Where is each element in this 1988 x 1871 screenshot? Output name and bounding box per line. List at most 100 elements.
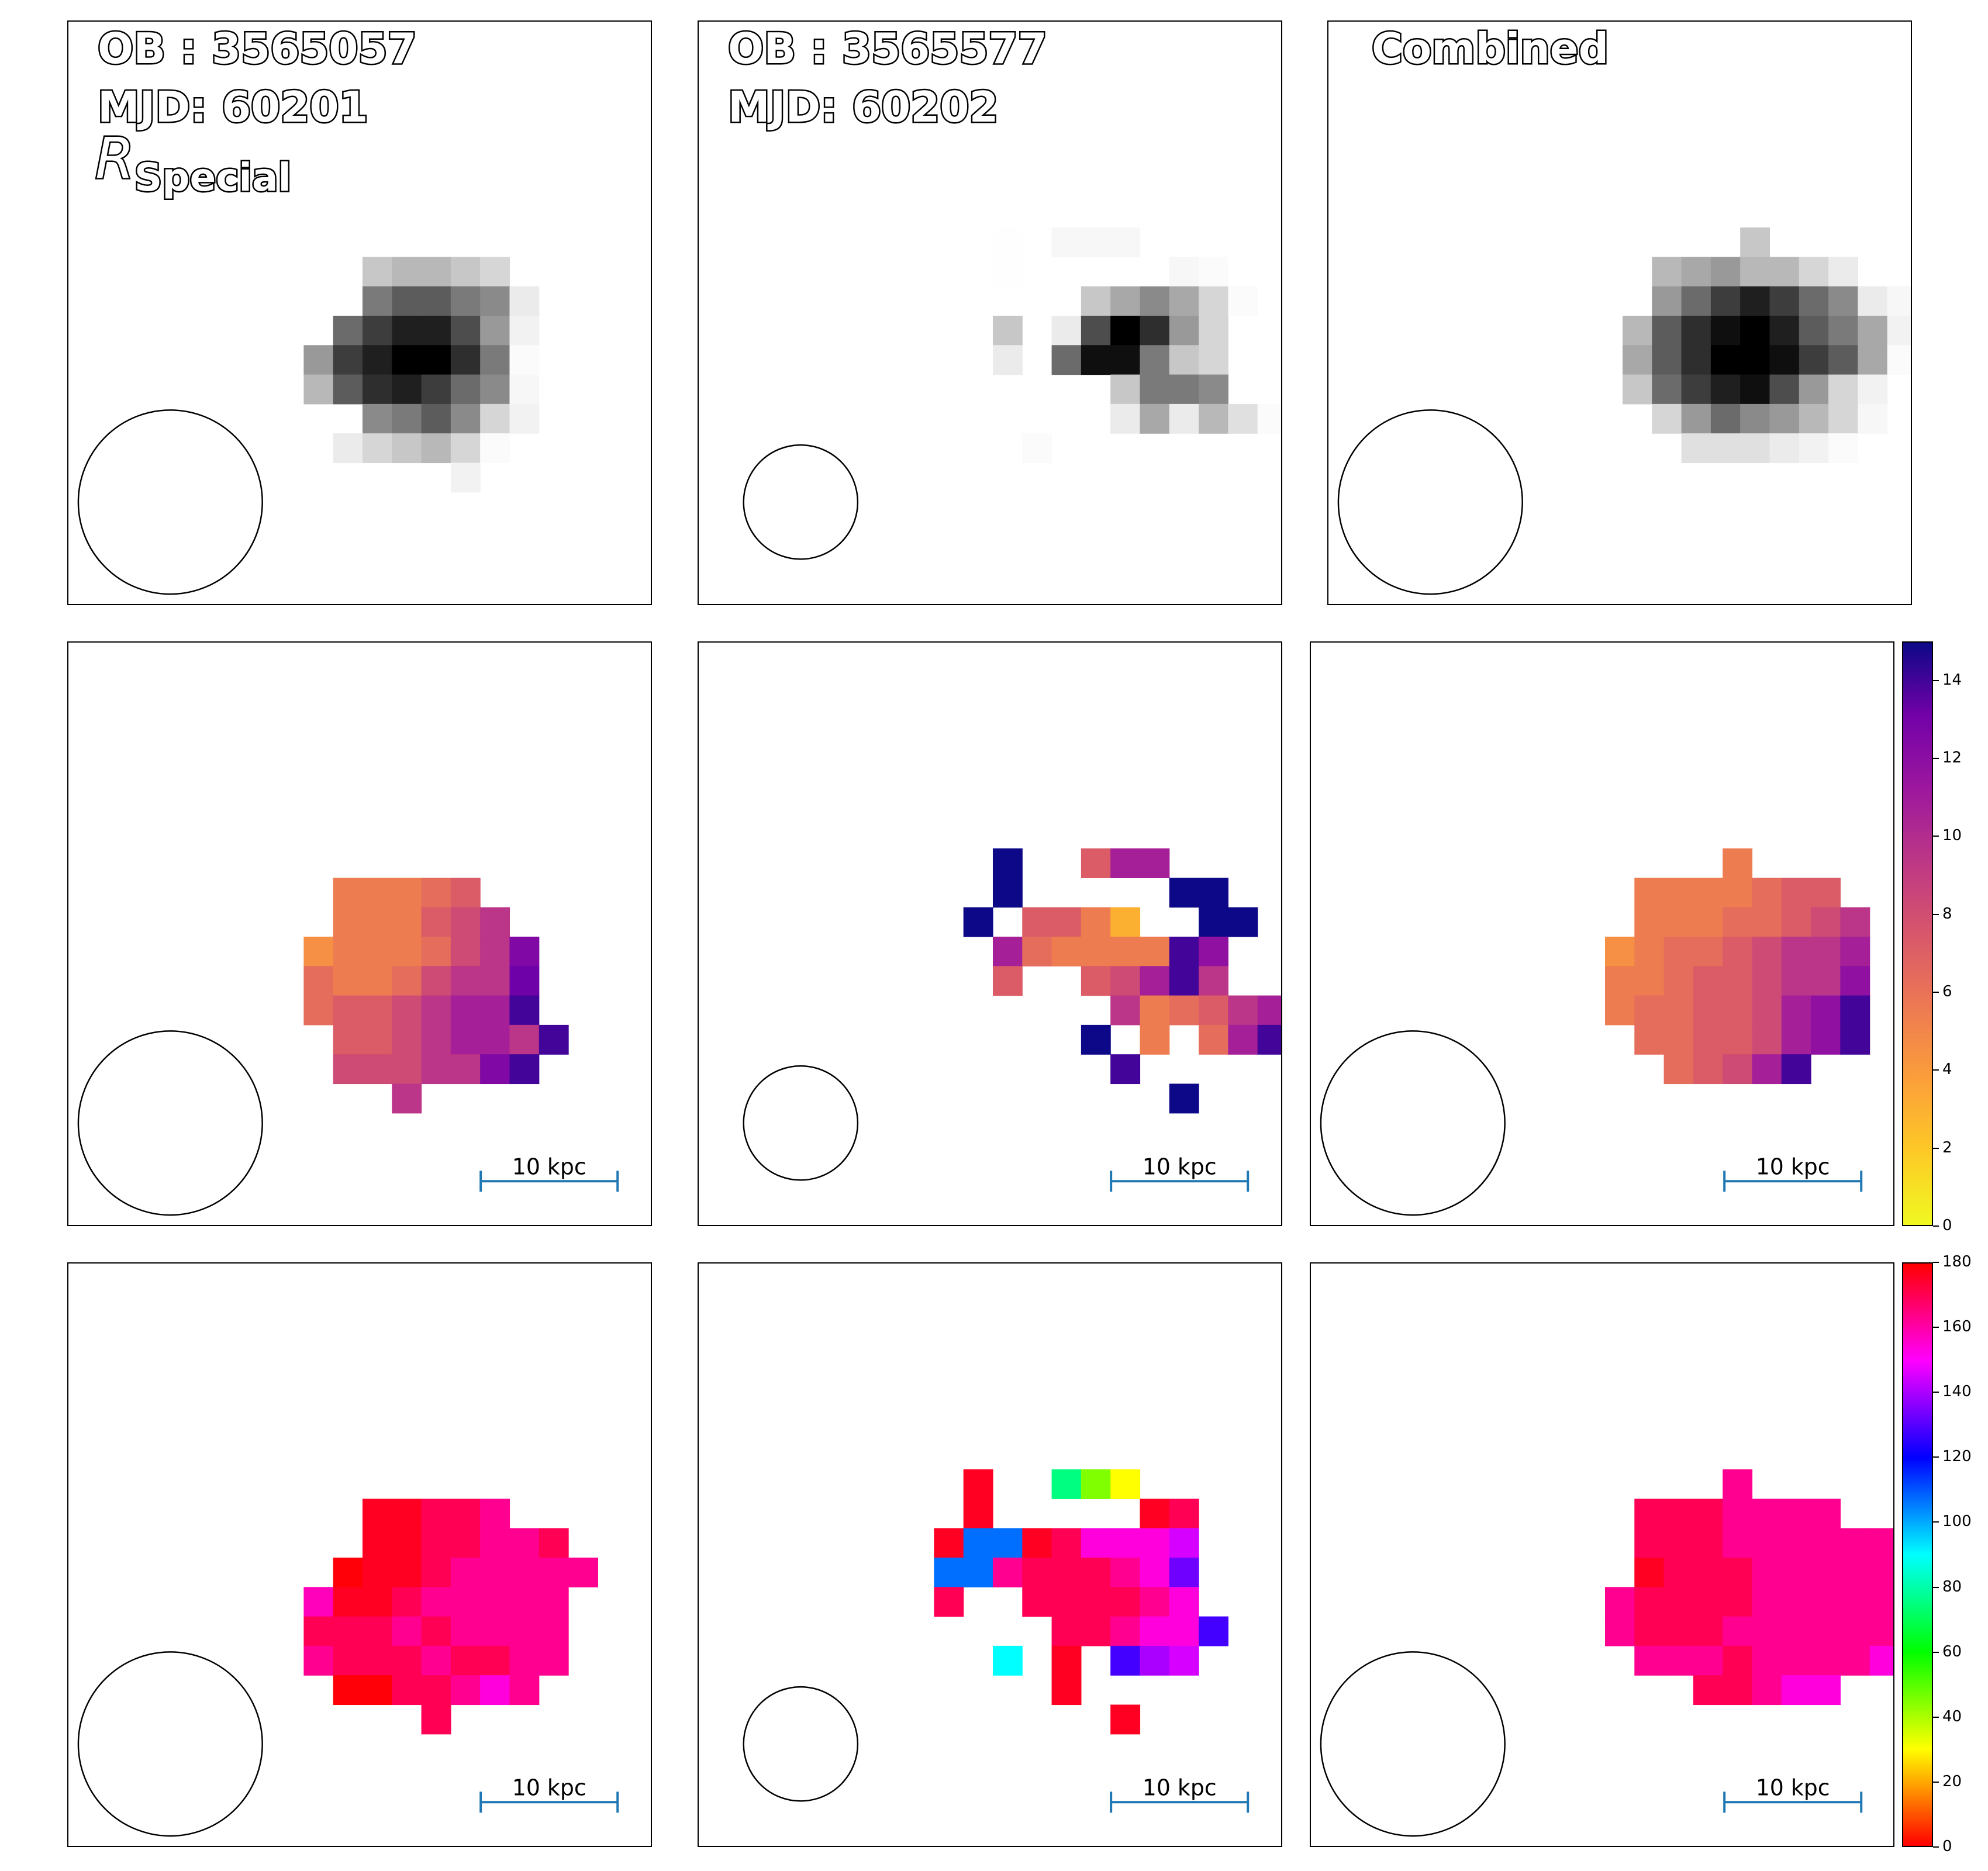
heatmap-cell bbox=[1140, 374, 1170, 405]
heatmap-cell bbox=[1840, 1024, 1870, 1055]
heatmap-cell bbox=[1110, 286, 1141, 316]
heatmap-cell bbox=[1769, 433, 1800, 464]
heatmap-cell bbox=[1634, 1557, 1665, 1587]
heatmap-cell bbox=[1110, 1616, 1141, 1646]
heatmap-cell bbox=[934, 1557, 964, 1587]
heatmap-cell bbox=[1828, 403, 1858, 434]
heatmap-cell bbox=[1723, 1499, 1753, 1529]
heatmap-cell bbox=[1781, 1024, 1811, 1055]
heatmap-cell bbox=[1081, 315, 1111, 346]
heatmap-cell bbox=[1140, 286, 1170, 316]
heatmap-cell bbox=[539, 1645, 569, 1676]
heatmap-cell bbox=[450, 1645, 481, 1676]
heatmap-cell bbox=[1710, 257, 1741, 287]
heatmap-cell bbox=[362, 403, 392, 434]
heatmap-cell bbox=[1140, 315, 1170, 346]
heatmap-dispersion-combined: 10 kpc bbox=[1320, 848, 1870, 1216]
heatmap-cell bbox=[1693, 936, 1723, 966]
heatmap-cell bbox=[392, 1675, 422, 1706]
heatmap-cell bbox=[421, 345, 451, 375]
heatmap-cell bbox=[1169, 1557, 1199, 1587]
heatmap-cell bbox=[333, 315, 363, 346]
heatmap-cell bbox=[421, 315, 451, 346]
heatmap-cell bbox=[1710, 345, 1741, 375]
heatmap-cell bbox=[421, 878, 451, 908]
heatmap-cell bbox=[1140, 1024, 1170, 1055]
heatmap-cell bbox=[1051, 227, 1082, 257]
heatmap-cell bbox=[421, 1675, 451, 1706]
heatmap-cell bbox=[1622, 345, 1652, 375]
heatmap-cell bbox=[362, 1557, 392, 1587]
panel-title-line1: OB : 3565057 bbox=[96, 24, 419, 73]
heatmap-cell bbox=[333, 966, 363, 996]
beam-circle bbox=[1337, 409, 1523, 595]
heatmap-cell bbox=[1110, 345, 1141, 375]
heatmap-cell bbox=[303, 936, 334, 966]
heatmap-cell bbox=[450, 1054, 481, 1085]
heatmap-cell bbox=[480, 433, 510, 464]
heatmap-cell bbox=[1199, 345, 1228, 375]
heatmap-cell bbox=[1140, 1587, 1170, 1617]
colorbar-tick-label: 12 bbox=[1942, 749, 1962, 767]
colorbar-tick-mark bbox=[1933, 1586, 1939, 1588]
heatmap-cell bbox=[509, 1645, 540, 1676]
heatmap-cell bbox=[1634, 995, 1665, 1026]
heatmap-cell bbox=[362, 433, 392, 464]
heatmap-cell bbox=[450, 878, 481, 908]
heatmap-cell bbox=[480, 1054, 510, 1085]
heatmap-cell bbox=[1634, 1528, 1665, 1558]
heatmap-cell bbox=[1199, 878, 1228, 908]
panel-flux-ob1: OB : 3565057 MJD: 60201 RSpecial bbox=[67, 20, 652, 605]
heatmap-cell bbox=[362, 1054, 392, 1085]
heatmap-cell bbox=[1693, 1675, 1723, 1706]
scale-bar bbox=[1723, 1171, 1863, 1192]
heatmap-cell bbox=[450, 403, 481, 434]
heatmap-cell bbox=[362, 315, 392, 346]
heatmap-cell bbox=[1781, 907, 1811, 937]
heatmap-cell bbox=[1869, 1528, 1893, 1558]
colorbar-tick-mark bbox=[1933, 679, 1939, 681]
heatmap-cell bbox=[992, 257, 1023, 287]
heatmap-cell bbox=[421, 1557, 451, 1587]
heatmap-cell bbox=[1740, 403, 1770, 434]
heatmap-cell bbox=[1799, 374, 1829, 405]
heatmap-cell bbox=[1840, 1645, 1870, 1676]
heatmap-cell bbox=[1634, 966, 1665, 996]
heatmap-cell bbox=[450, 936, 481, 966]
heatmap-cell bbox=[509, 1557, 540, 1587]
heatmap-cell bbox=[421, 374, 451, 405]
heatmap-cell bbox=[1828, 315, 1858, 346]
scale-bar-label: 10 kpc bbox=[512, 1154, 586, 1179]
heatmap-cell bbox=[1652, 403, 1682, 434]
panel-title-line2: MJD: 60201 bbox=[96, 82, 370, 132]
heatmap-cell bbox=[450, 1616, 481, 1646]
heatmap-cell bbox=[1693, 1528, 1723, 1558]
heatmap-cell bbox=[333, 1557, 363, 1587]
heatmap-cell bbox=[1781, 1054, 1811, 1085]
heatmap-cell bbox=[421, 257, 451, 287]
heatmap-cell bbox=[450, 907, 481, 937]
heatmap-cell bbox=[1693, 1557, 1723, 1587]
heatmap-cell bbox=[992, 878, 1023, 908]
heatmap-cell bbox=[392, 374, 422, 405]
scale-bar bbox=[479, 1171, 619, 1192]
heatmap-cell bbox=[963, 1557, 993, 1587]
heatmap-cell bbox=[392, 433, 422, 464]
panel-dispersion-ob2: 10 kpc bbox=[698, 641, 1282, 1226]
heatmap-cell bbox=[421, 1616, 451, 1646]
heatmap-cell bbox=[1228, 286, 1258, 316]
heatmap-cell bbox=[1811, 907, 1841, 937]
colorbar-tick-mark bbox=[1933, 1147, 1939, 1149]
heatmap-cell bbox=[1663, 1645, 1694, 1676]
heatmap-cell bbox=[1811, 1675, 1841, 1706]
heatmap-cell bbox=[1740, 227, 1770, 257]
heatmap-cell bbox=[480, 403, 510, 434]
heatmap-cell bbox=[1781, 936, 1811, 966]
heatmap-cell bbox=[1723, 1645, 1753, 1676]
heatmap-cell bbox=[1169, 1499, 1199, 1529]
heatmap-cell bbox=[333, 995, 363, 1026]
heatmap-cell bbox=[1081, 1469, 1111, 1499]
heatmap-cell bbox=[1081, 1528, 1111, 1558]
heatmap-cell bbox=[1169, 1587, 1199, 1617]
colorbar-tick-mark bbox=[1933, 913, 1939, 915]
